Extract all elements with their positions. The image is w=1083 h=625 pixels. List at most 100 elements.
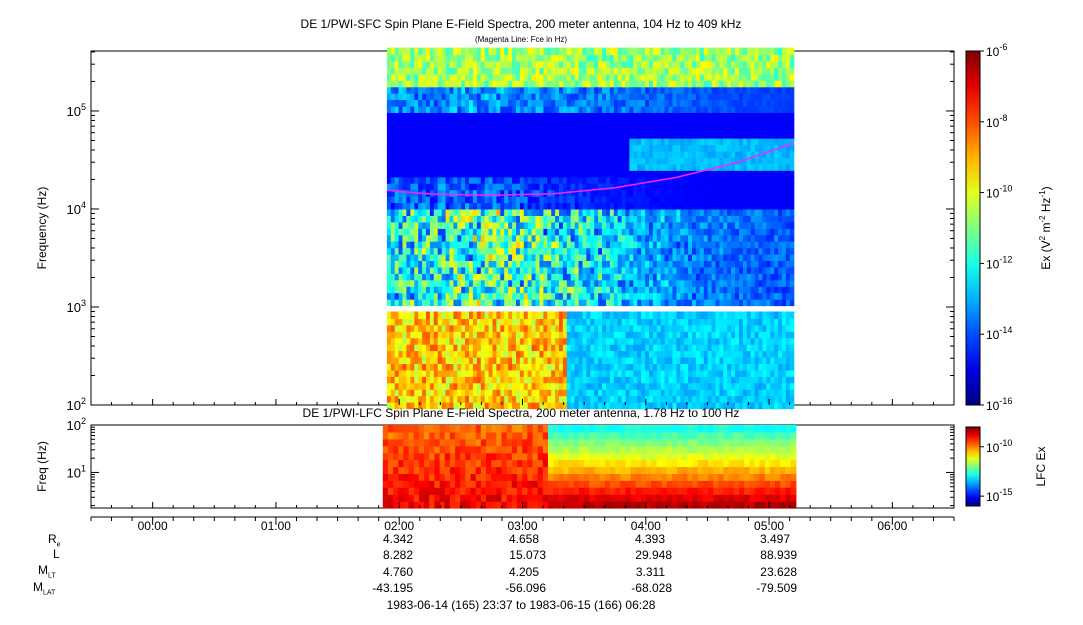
sfc-spectrogram-cell — [602, 369, 607, 377]
sfc-spectrogram-cell — [641, 395, 646, 403]
sfc-spectrogram-cell — [512, 170, 517, 178]
sfc-spectrogram-cell — [395, 273, 400, 281]
sfc-spectrogram-cell — [414, 350, 419, 358]
sfc-spectrogram-cell — [536, 151, 541, 159]
sfc-spectrogram-cell — [575, 318, 580, 326]
sfc-spectrogram-cell — [641, 93, 646, 101]
sfc-spectrogram-cell — [442, 292, 447, 300]
sfc-spectrogram-cell — [700, 176, 705, 184]
sfc-spectrogram-cell — [540, 254, 545, 262]
sfc-spectrogram-cell — [489, 106, 494, 114]
sfc-spectrogram-cell — [673, 357, 678, 365]
sfc-spectrogram-cell — [606, 157, 611, 165]
sfc-spectrogram-cell — [465, 202, 470, 210]
sfc-spectrogram-cell — [583, 299, 588, 307]
sfc-spectrogram-cell — [586, 299, 591, 307]
sfc-spectrogram-cell — [442, 151, 447, 159]
sfc-spectrogram-cell — [532, 299, 537, 307]
sfc-spectrogram-cell — [633, 266, 638, 274]
sfc-spectrogram-cell — [508, 299, 513, 307]
sfc-spectrogram-cell — [594, 286, 599, 294]
sfc-spectrogram-cell — [723, 67, 728, 75]
sfc-spectrogram-cell — [629, 151, 634, 159]
sfc-spectrogram-cell — [446, 163, 451, 171]
sfc-spectrogram-cell — [586, 266, 591, 274]
sfc-spectrogram-cell — [485, 241, 490, 249]
sfc-spectrogram-cell — [610, 176, 615, 184]
sfc-spectrogram-cell — [500, 86, 505, 94]
sfc-spectrogram-cell — [500, 292, 505, 300]
sfc-spectrogram-cell — [598, 170, 603, 178]
sfc-spectrogram-cell — [637, 337, 642, 345]
sfc-spectrogram-cell — [430, 86, 435, 94]
sfc-spectrogram-cell — [434, 60, 439, 68]
sfc-spectrogram-cell — [657, 273, 662, 281]
sfc-spectrogram-cell — [481, 54, 486, 62]
sfc-spectrogram-cell — [469, 209, 474, 217]
sfc-spectrogram-cell — [673, 234, 678, 242]
sfc-spectrogram-cell — [504, 48, 509, 56]
sfc-spectrogram-cell — [406, 67, 411, 75]
sfc-spectrogram-cell — [563, 337, 568, 345]
sfc-spectrogram-cell — [735, 350, 740, 358]
sfc-spectrogram-cell — [723, 369, 728, 377]
sfc-spectrogram-cell — [473, 118, 478, 126]
sfc-spectrogram-cell — [543, 209, 548, 217]
sfc-spectrogram-cell — [618, 357, 623, 365]
sfc-spectrogram-cell — [477, 118, 482, 126]
sfc-spectrogram-cell — [602, 363, 607, 371]
sfc-spectrogram-cell — [716, 324, 721, 332]
sfc-spectrogram-cell — [661, 273, 666, 281]
sfc-spectrogram-cell — [700, 73, 705, 81]
sfc-spectrogram-cell — [712, 395, 717, 403]
sfc-spectrogram-cell — [723, 266, 728, 274]
sfc-spectrogram-cell — [598, 118, 603, 126]
sfc-spectrogram-cell — [700, 93, 705, 101]
sfc-spectrogram-cell — [606, 331, 611, 339]
sfc-spectrogram-cell — [512, 125, 517, 133]
sfc-spectrogram-cell — [614, 80, 619, 88]
sfc-spectrogram-cell — [688, 234, 693, 242]
sfc-spectrogram-cell — [473, 234, 478, 242]
sfc-spectrogram-cell — [551, 131, 556, 139]
sfc-spectrogram-cell — [563, 286, 568, 294]
sfc-spectrogram-cell — [399, 151, 404, 159]
sfc-spectrogram-cell — [442, 67, 447, 75]
sfc-spectrogram-cell — [532, 312, 537, 320]
sfc-spectrogram-cell — [676, 86, 681, 94]
sfc-spectrogram-cell — [669, 183, 674, 191]
sfc-spectrogram-cell — [391, 254, 396, 262]
sfc-spectrogram-cell — [719, 247, 724, 255]
sfc-spectrogram-cell — [637, 324, 642, 332]
sfc-spectrogram-cell — [453, 299, 458, 307]
sfc-spectrogram-cell — [543, 402, 548, 410]
sfc-spectrogram-cell — [540, 60, 545, 68]
sfc-spectrogram-cell — [426, 209, 431, 217]
sfc-spectrogram-cell — [696, 260, 701, 268]
sfc-spectrogram-cell — [610, 118, 615, 126]
sfc-spectrogram-cell — [524, 106, 529, 114]
sfc-spectrogram-cell — [583, 254, 588, 262]
sfc-spectrogram-cell — [563, 331, 568, 339]
sfc-spectrogram-cell — [567, 176, 572, 184]
sfc-spectrogram-cell — [391, 395, 396, 403]
sfc-spectrogram-cell — [461, 266, 466, 274]
sfc-spectrogram-cell — [684, 73, 689, 81]
sfc-spectrogram-cell — [700, 67, 705, 75]
sfc-spectrogram-cell — [598, 324, 603, 332]
sfc-spectrogram-cell — [661, 247, 666, 255]
sfc-spectrogram-cell — [516, 247, 521, 255]
sfc-spectrogram-cell — [520, 247, 525, 255]
sfc-spectrogram-cell — [418, 215, 423, 223]
sfc-spectrogram-cell — [403, 260, 408, 268]
sfc-spectrogram-cell — [606, 144, 611, 152]
sfc-spectrogram-cell — [586, 260, 591, 268]
sfc-spectrogram-cell — [418, 350, 423, 358]
sfc-spectrogram-cell — [637, 331, 642, 339]
sfc-spectrogram-cell — [692, 86, 697, 94]
sfc-spectrogram-cell — [465, 54, 470, 62]
sfc-spectrogram-cell — [512, 266, 517, 274]
sfc-spectrogram-cell — [696, 369, 701, 377]
sfc-spectrogram-cell — [418, 221, 423, 229]
sfc-spectrogram-cell — [559, 93, 564, 101]
